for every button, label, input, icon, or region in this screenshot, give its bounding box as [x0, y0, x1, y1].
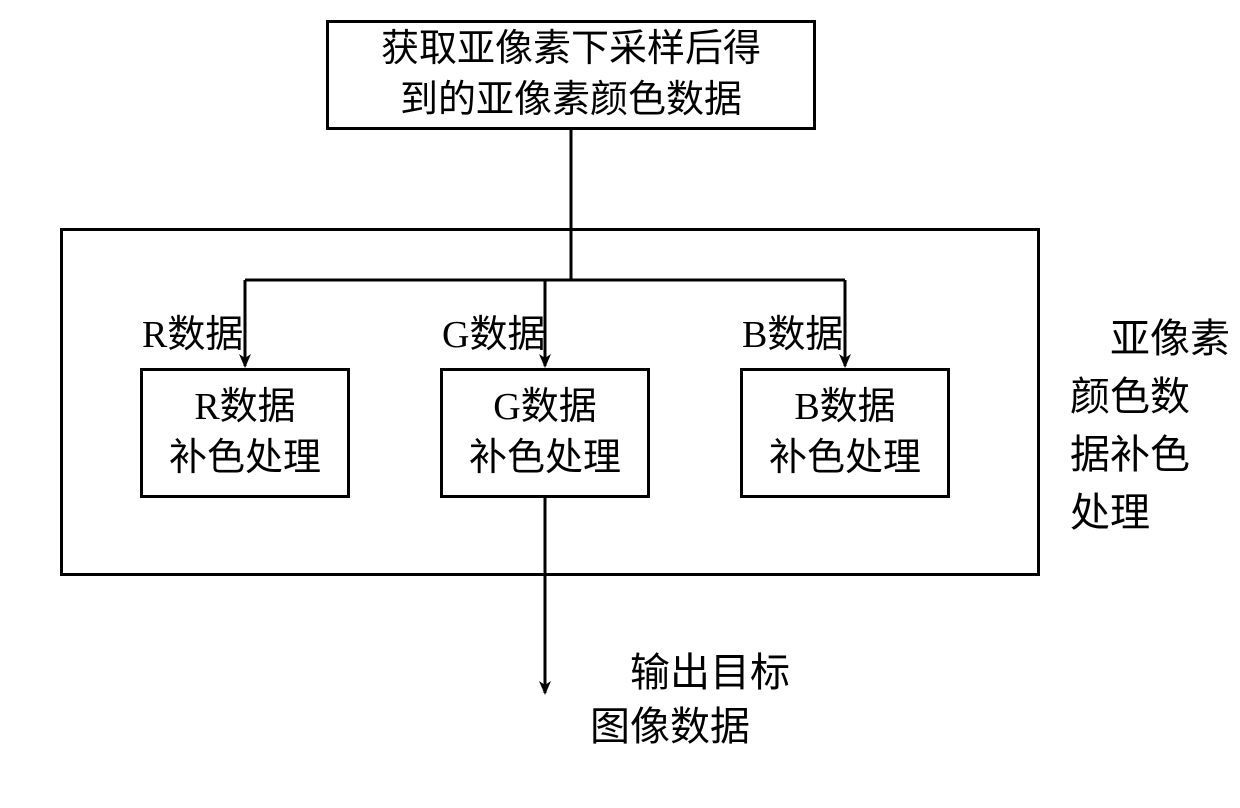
node-top-text: 获取亚像素下采样后得到的亚像素颜色数据	[381, 24, 761, 127]
label-r-data: R数据	[142, 310, 243, 361]
node-top-acquire: 获取亚像素下采样后得到的亚像素颜色数据	[326, 20, 816, 130]
node-g-text: G数据补色处理	[469, 382, 621, 485]
node-g-process: G数据补色处理	[440, 368, 650, 498]
node-b-text: B数据补色处理	[769, 382, 921, 485]
label-g-data: G数据	[442, 310, 545, 361]
label-output: 输出目标图像数据	[590, 592, 790, 808]
node-r-process: R数据补色处理	[140, 368, 350, 498]
node-b-process: B数据补色处理	[740, 368, 950, 498]
label-side-process: 亚像素颜色数据补色处理	[1070, 252, 1230, 600]
flowchart-diagram: 获取亚像素下采样后得到的亚像素颜色数据 R数据补色处理 G数据补色处理 B数据补…	[0, 0, 1240, 727]
node-r-text: R数据补色处理	[169, 382, 321, 485]
label-b-data: B数据	[742, 310, 843, 361]
